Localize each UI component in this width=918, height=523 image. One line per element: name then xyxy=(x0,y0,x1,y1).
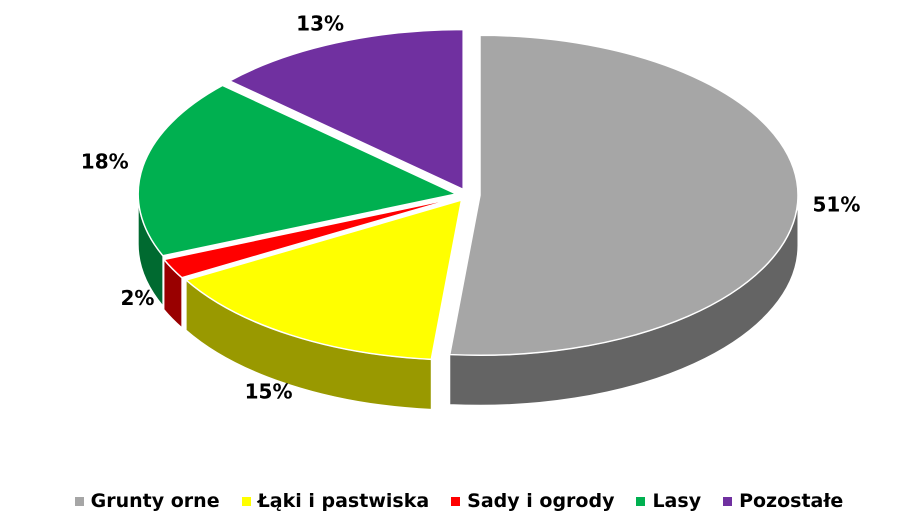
data-label: 51% xyxy=(813,193,861,217)
legend-label: Sady i ogrody xyxy=(467,490,615,512)
slice xyxy=(227,28,464,191)
slice xyxy=(162,196,458,279)
slice xyxy=(137,84,459,257)
legend-swatch xyxy=(636,496,646,506)
legend-label: Pozostałe xyxy=(739,490,844,512)
slice xyxy=(184,199,463,361)
legend-label: Lasy xyxy=(652,490,702,512)
data-label: 2% xyxy=(121,286,155,310)
legend-item: Pozostałe xyxy=(723,490,843,512)
legend-item: Sady i ogrody xyxy=(451,490,614,512)
legend: Grunty orne Łąki i pastwiska Sady i ogrody… xyxy=(0,490,918,512)
legend-label: Grunty orne xyxy=(90,490,220,512)
legend-swatch xyxy=(723,496,733,506)
data-label: 18% xyxy=(81,149,129,173)
legend-item: Grunty orne xyxy=(74,490,220,512)
slice xyxy=(448,34,799,357)
data-label: 13% xyxy=(296,11,344,35)
legend-item: Łąki i pastwiska xyxy=(241,490,430,512)
legend-swatch xyxy=(451,496,461,506)
legend-swatch xyxy=(241,496,251,506)
legend-item: Lasy xyxy=(636,490,701,512)
legend-label: Łąki i pastwiska xyxy=(257,490,430,512)
data-label: 15% xyxy=(245,380,293,404)
legend-swatch xyxy=(74,496,84,506)
chart: 51% 15% 2% 18% 13% xyxy=(81,11,861,410)
